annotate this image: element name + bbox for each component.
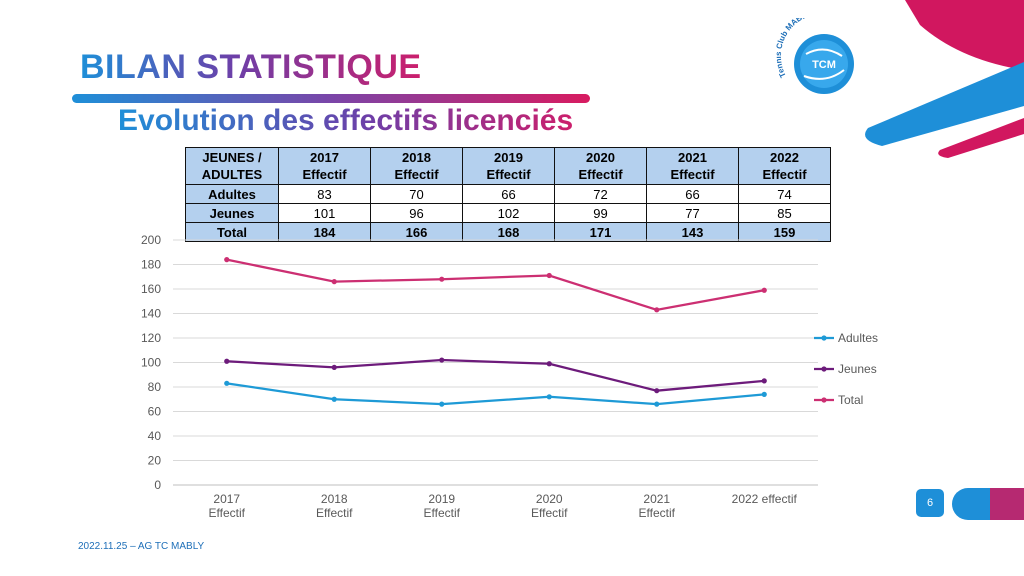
series-line-adultes [226, 382, 765, 406]
legend-label-adultes: Adultes [838, 331, 878, 345]
slide-subtitle: Evolution des effectifs licenciés [118, 104, 574, 137]
table-cell: 168 [462, 222, 555, 242]
table-cell: 143 [646, 222, 739, 242]
data-point-total [654, 307, 660, 313]
table-row: Jeunes 101 96 102 99 77 85 [185, 203, 831, 223]
table-cell: 166 [370, 222, 463, 242]
data-point-jeunes [654, 388, 660, 394]
x-tick-label: Effectif [424, 506, 461, 520]
x-tick-label: 2017 [213, 492, 240, 506]
x-tick-label: Effectif [209, 506, 246, 520]
table-cell: 66 [462, 184, 555, 204]
page-number-badge: 6 [916, 489, 944, 517]
data-point-adultes [439, 401, 445, 407]
y-tick-label: 60 [148, 405, 162, 419]
legend-marker-adultes [821, 335, 827, 341]
data-point-total [761, 287, 767, 293]
table-cell: 159 [738, 222, 831, 242]
legend-marker-jeunes [821, 366, 827, 372]
blue-diagonal-stripe [865, 62, 1024, 146]
data-point-total [546, 272, 552, 279]
x-tick-label: 2018 [321, 492, 348, 506]
data-point-jeunes [224, 358, 230, 364]
data-point-jeunes [331, 364, 337, 370]
title-underline-bar [72, 94, 590, 103]
table-row-label: Jeunes [185, 203, 279, 223]
logo-text: TCM [812, 59, 836, 71]
legend-marker-total [821, 397, 827, 403]
table-col-header: 2018 Effectif [370, 147, 463, 185]
series-line-total [226, 258, 765, 311]
data-point-total [331, 279, 337, 285]
data-point-adultes [546, 394, 552, 400]
data-point-jeunes [761, 378, 767, 384]
table-total-row: Total 184 166 168 171 143 159 [185, 222, 831, 242]
y-tick-label: 180 [141, 258, 161, 272]
data-point-adultes [654, 401, 660, 407]
series-line-jeunes [226, 358, 765, 392]
table-cell: 184 [278, 222, 371, 242]
data-point-total [439, 276, 445, 282]
x-tick-label: Effectif [316, 506, 353, 520]
x-tick-label: Effectif [531, 506, 568, 520]
table-cell: 102 [462, 203, 555, 223]
x-tick-label: Effectif [639, 506, 676, 520]
table-row-label: Total [185, 222, 279, 242]
y-tick-label: 0 [154, 478, 161, 492]
table-row: Adultes 83 70 66 72 66 74 [185, 184, 831, 204]
data-point-adultes [224, 380, 230, 386]
tcm-logo: TCM Tennis Club MABLY [776, 18, 854, 94]
x-tick-label: 2019 [428, 492, 455, 506]
y-tick-label: 40 [148, 429, 162, 443]
y-tick-label: 200 [141, 233, 161, 247]
footer-text: 2022.11.25 – AG TC MABLY [78, 541, 205, 552]
x-tick-label: 2022 effectif [732, 492, 798, 506]
slide-title: BILAN STATISTIQUE [80, 48, 422, 86]
y-tick-label: 80 [148, 380, 162, 394]
stats-table: JEUNES / ADULTES 2017 Effectif 2018 Effecti… [185, 147, 831, 242]
table-col-header: 2021 Effectif [646, 147, 739, 185]
table-corner-header: JEUNES / ADULTES [185, 147, 279, 185]
legend-label-total: Total [838, 393, 863, 407]
table-cell: 171 [554, 222, 647, 242]
data-point-jeunes [546, 361, 552, 367]
magenta-diagonal-stripe [938, 118, 1024, 158]
data-point-adultes [331, 396, 337, 402]
table-col-header: 2022 Effectif [738, 147, 831, 185]
table-header-row: JEUNES / ADULTES 2017 Effectif 2018 Effecti… [185, 147, 831, 185]
table-col-header: 2020 Effectif [554, 147, 647, 185]
y-tick-label: 120 [141, 331, 161, 345]
y-tick-label: 160 [141, 282, 161, 296]
magenta-corner-shape [905, 0, 1024, 70]
table-row-label: Adultes [185, 184, 279, 204]
x-tick-label: 2020 [536, 492, 563, 506]
data-point-jeunes [439, 357, 445, 363]
y-tick-label: 20 [148, 454, 162, 468]
y-tick-label: 140 [141, 307, 161, 321]
data-point-adultes [761, 391, 767, 397]
table-cell: 77 [646, 203, 739, 223]
legend-label-jeunes: Jeunes [838, 362, 877, 376]
x-tick-label: 2021 [643, 492, 670, 506]
data-point-total [224, 257, 230, 263]
y-tick-label: 100 [141, 356, 161, 370]
